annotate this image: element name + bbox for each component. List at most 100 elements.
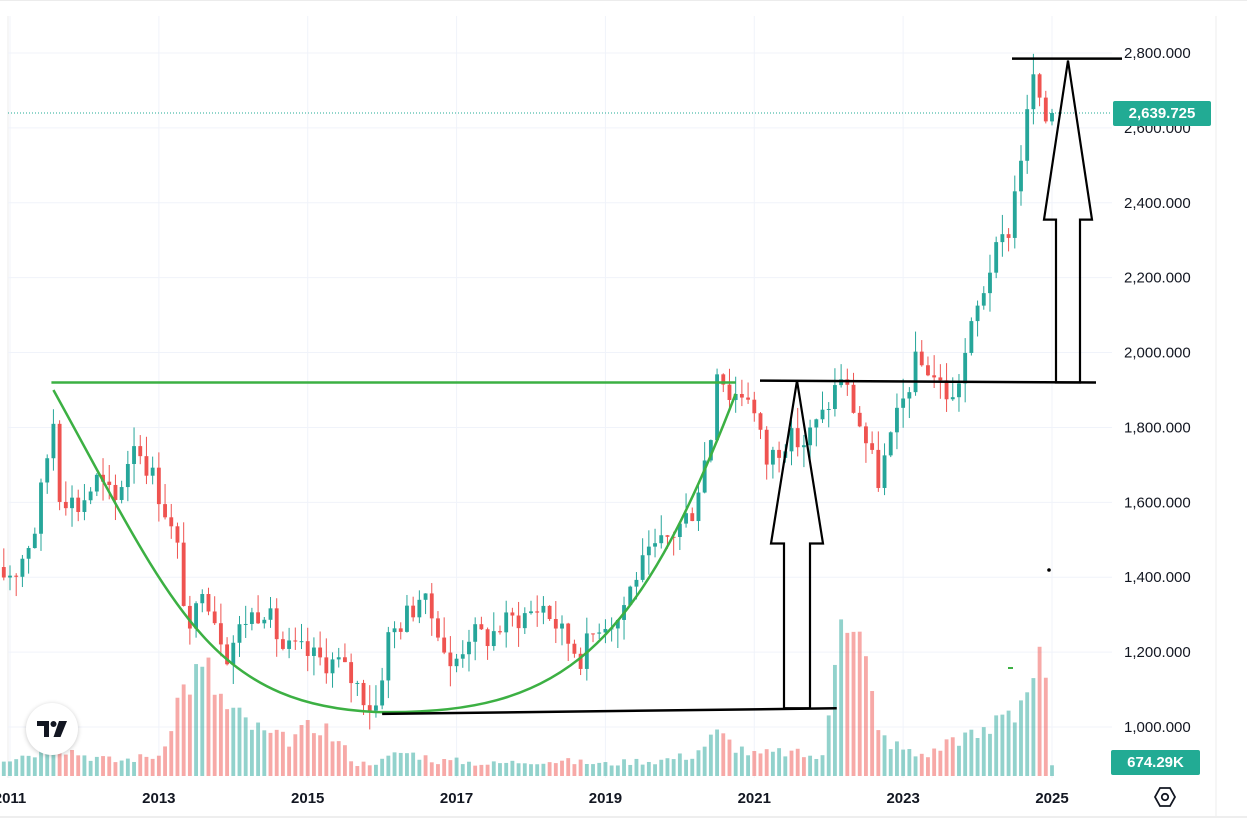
- volume-bar: [901, 749, 906, 776]
- candle-body: [349, 662, 354, 684]
- candle-body: [206, 594, 211, 612]
- volume-bar: [553, 763, 558, 776]
- candle-body: [212, 611, 217, 624]
- volume-bar: [392, 752, 397, 776]
- volume-bar: [187, 694, 192, 776]
- volume-bar: [1, 761, 6, 776]
- candle-body: [895, 407, 899, 433]
- tradingview-logo-icon[interactable]: [26, 703, 78, 755]
- volume-bar: [653, 764, 657, 776]
- candle-body: [169, 517, 174, 527]
- volume-bar: [132, 761, 136, 776]
- x-tick-label: 2021: [738, 790, 771, 807]
- candle-body: [777, 449, 782, 458]
- volume-bar: [423, 755, 428, 776]
- volume-bar: [200, 666, 205, 776]
- candle-body: [944, 380, 949, 400]
- candle-body: [696, 492, 701, 522]
- volume-bar: [156, 755, 161, 776]
- y-tick-label: 1,400.000: [1124, 569, 1191, 586]
- settings-hexagon-icon[interactable]: [1153, 785, 1177, 809]
- volume-bar: [311, 733, 316, 776]
- candle-body: [690, 513, 695, 522]
- candle-body: [491, 631, 496, 647]
- x-tick-label: 2017: [440, 790, 473, 807]
- volume-bar: [814, 758, 819, 776]
- volume-bar: [355, 766, 360, 776]
- volume-bar: [696, 750, 701, 776]
- y-tick-label: 1,600.000: [1124, 494, 1191, 511]
- candle-body: [380, 680, 385, 706]
- x-tick-label: 2011: [0, 790, 26, 807]
- candle-body: [150, 467, 155, 476]
- candle-body: [57, 423, 62, 502]
- candle-body: [628, 586, 633, 606]
- volume-bar: [994, 715, 999, 776]
- candle-body: [1006, 234, 1011, 238]
- volume-bar: [429, 762, 434, 776]
- volume-bar: [721, 733, 726, 776]
- candle-body: [1043, 97, 1048, 122]
- candle-body: [721, 374, 726, 385]
- candle-body: [864, 426, 868, 444]
- candle-body: [429, 593, 434, 619]
- candle-body: [770, 449, 775, 465]
- candle-body: [274, 608, 279, 640]
- stray-dot: [1047, 568, 1051, 572]
- volume-bar: [609, 765, 614, 776]
- candle-body: [795, 428, 800, 448]
- candle-body: [187, 605, 192, 629]
- volume-bar: [448, 760, 453, 776]
- volume-bar: [26, 755, 31, 776]
- volume-bar: [634, 758, 639, 776]
- candle-body: [305, 641, 310, 656]
- candle-body: [913, 351, 918, 393]
- measured-move-arrow-2: [1042, 60, 1094, 384]
- volume-bar: [324, 723, 329, 776]
- volume-bar: [460, 764, 465, 776]
- candle-body: [560, 623, 564, 629]
- candle-body: [634, 579, 639, 587]
- volume-bar: [256, 722, 261, 776]
- candle-body: [113, 484, 118, 500]
- volume-bar: [1050, 765, 1054, 776]
- candle-body: [975, 305, 980, 322]
- volume-bar: [8, 761, 12, 776]
- volume-bar: [795, 748, 800, 776]
- volume-bar: [175, 697, 180, 776]
- volume-bar: [770, 751, 775, 776]
- volume-bar: [231, 707, 236, 776]
- volume-bar: [919, 753, 924, 776]
- volume-bar: [491, 761, 496, 776]
- candle-body: [280, 639, 285, 649]
- volume-bar: [405, 753, 409, 776]
- volume-bar: [1025, 692, 1030, 776]
- candle-body: [758, 413, 763, 430]
- candle-body: [504, 612, 509, 633]
- candle-body: [857, 412, 862, 427]
- volume-bar: [671, 759, 676, 776]
- candle-body: [516, 615, 521, 629]
- candle-body: [287, 640, 292, 649]
- candle-body: [994, 242, 999, 273]
- volume-bar: [981, 727, 986, 776]
- volume-bar: [839, 619, 844, 776]
- volume-bar: [957, 745, 961, 776]
- candle-body: [510, 612, 515, 616]
- volume-bar: [739, 746, 744, 776]
- candle-body: [752, 399, 757, 414]
- volume-bar: [907, 749, 912, 776]
- volume-bar: [14, 759, 19, 776]
- volume-bar: [504, 762, 509, 776]
- volume-bar: [249, 729, 254, 776]
- volume-bar: [764, 749, 769, 776]
- candle-body: [646, 546, 651, 556]
- volume-bar: [597, 762, 602, 776]
- volume-bar: [305, 720, 310, 776]
- volume-bar: [913, 756, 918, 776]
- candle-body: [702, 460, 707, 493]
- volume-bar: [975, 738, 980, 776]
- volume-bar: [467, 761, 471, 776]
- volume-bar: [808, 755, 813, 776]
